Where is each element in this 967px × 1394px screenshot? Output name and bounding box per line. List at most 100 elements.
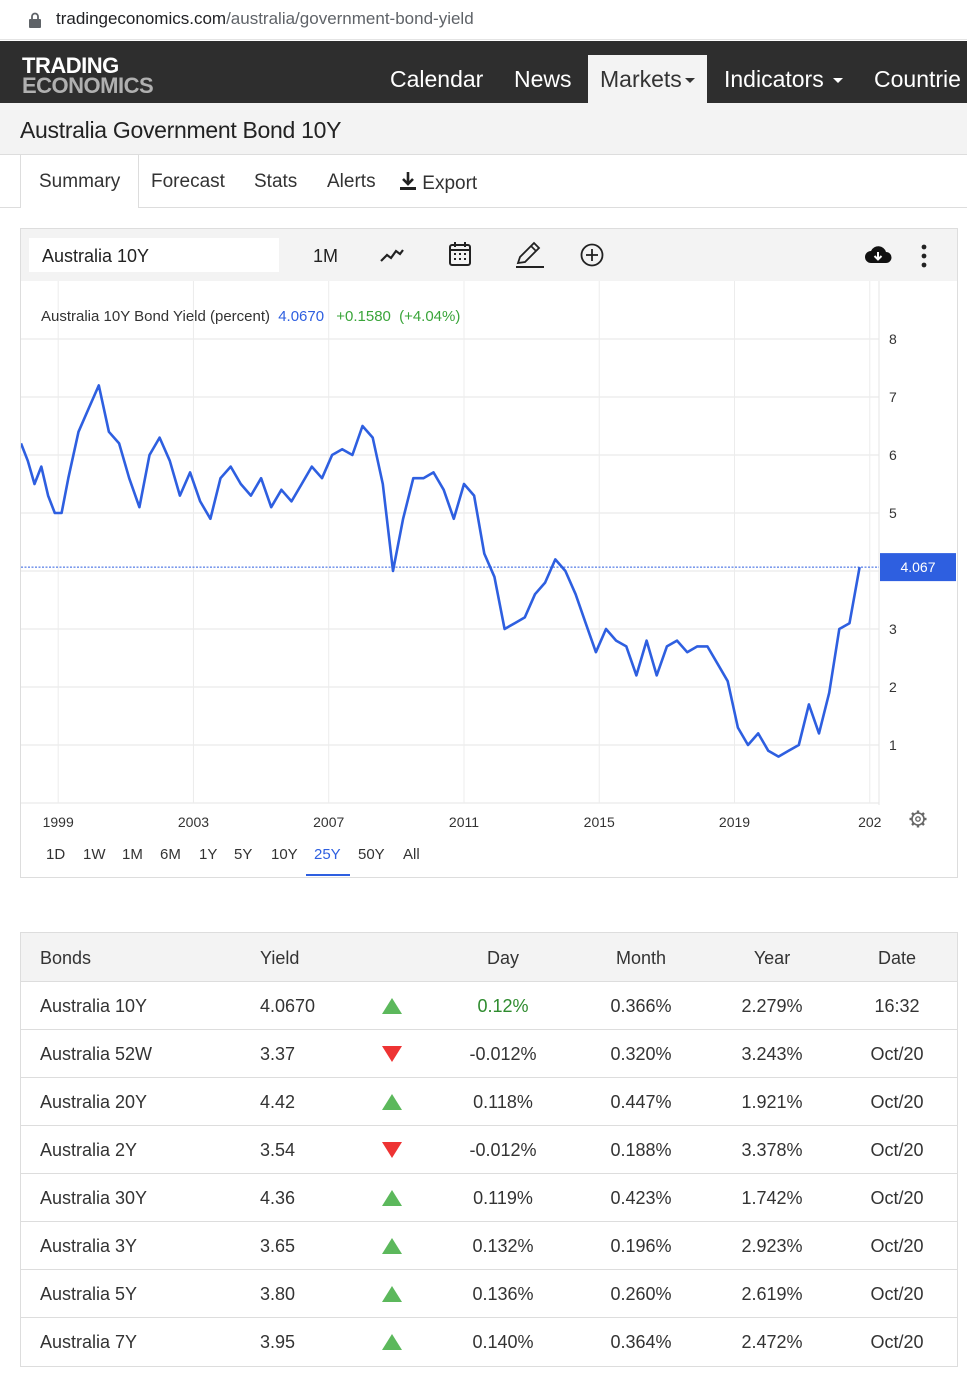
range-1m[interactable]: 1M [122,846,143,863]
y-tick-label: 1 [889,737,897,753]
bonds-table: Bonds Yield Day Month Year Date Australi… [20,932,958,1367]
header-yield[interactable]: Yield [260,948,300,968]
chevron-down-icon [684,78,695,84]
logo-line-1: TRADING [22,53,119,78]
bond-name[interactable]: Australia 20Y [40,1092,148,1112]
bond-month-change: 0.260% [610,1284,672,1304]
bond-yield: 3.54 [260,1140,296,1160]
tab-alerts[interactable]: Alerts [327,171,376,192]
range-5y[interactable]: 5Y [234,846,253,863]
range-selector: 1D 1W 1M 6M 1Y 5Y 10Y 25Y 50Y All [21,843,957,876]
url-host: tradingeconomics.com [56,9,227,28]
chart-legend: Australia 10Y Bond Yield (percent) 4.067… [41,308,460,325]
site-logo[interactable]: TRADING ECONOMICS [22,53,154,97]
x-tick-label: 2003 [178,814,209,830]
chart-type-line-icon[interactable] [379,246,405,264]
table-header: Bonds Yield Day Month Year Date [21,933,957,982]
nav-countries[interactable]: Countrie [874,66,961,92]
chart-panel: Australia 10Y 1M [20,228,958,878]
y-tick-label: 6 [889,447,897,463]
calendar-icon[interactable] [448,241,472,267]
bond-month-change: 0.423% [610,1188,672,1208]
range-1d[interactable]: 1D [46,846,66,863]
table-body: Australia 10Y 4.0670 0.12% 0.366% 2.279% 16:3… [21,982,957,1366]
direction-indicator [382,1046,402,1062]
active-range-underline [306,874,350,876]
bond-year-change: 3.378% [741,1140,803,1160]
pencil-icon[interactable] [514,241,546,269]
bond-date: Oct/20 [870,1332,924,1352]
bond-yield: 4.42 [260,1092,296,1112]
tab-forecast[interactable]: Forecast [151,171,225,192]
header-day[interactable]: Day [486,948,519,968]
range-1w[interactable]: 1W [83,846,106,863]
header-month[interactable]: Month [615,948,667,968]
nav-calendar[interactable]: Calendar [390,66,484,92]
settings-gear-icon[interactable] [909,810,927,828]
bond-name[interactable]: Australia 30Y [40,1188,148,1208]
tab-stats[interactable]: Stats [254,171,298,192]
range-50y[interactable]: 50Y [358,846,385,863]
cloud-download-icon[interactable] [864,244,892,266]
bond-month-change: 0.366% [610,996,672,1016]
table-row[interactable]: Australia 2Y 3.54 -0.012% 0.188% 3.378% Oct/2… [21,1126,957,1174]
page-title: Australia Government Bond 10Y [20,117,342,143]
y-axis: 12345678 [889,331,897,753]
range-6m[interactable]: 6M [160,846,181,863]
bond-yield: 3.80 [260,1284,296,1304]
header-bonds[interactable]: Bonds [40,948,92,968]
page-title-bar: Australia Government Bond 10Y [0,103,967,155]
add-indicator-icon[interactable] [580,243,604,267]
bond-day-change: 0.140% [472,1332,534,1352]
more-options-icon[interactable] [919,243,929,269]
table-row[interactable]: Australia 52W 3.37 -0.012% 0.320% 3.243% Oct/… [21,1030,957,1078]
tab-export-label: Export [422,173,478,194]
header-date[interactable]: Date [877,948,917,968]
bond-year-change: 2.279% [741,996,803,1016]
bond-day-change: -0.012% [469,1140,537,1160]
bond-day-change: 0.136% [472,1284,534,1304]
y-tick-label: 5 [889,505,897,521]
bond-name[interactable]: Australia 5Y [40,1284,138,1304]
symbol-input[interactable]: Australia 10Y [29,238,279,272]
table-row[interactable]: Australia 5Y 3.80 0.136% 0.260% 2.619% Oct/20 [21,1270,957,1318]
range-10y[interactable]: 10Y [271,846,298,863]
top-navigation: TRADING ECONOMICS Calendar News Markets … [0,41,967,103]
legend-value: 4.0670 [278,308,324,325]
direction-indicator [382,1238,402,1254]
table-row[interactable]: Australia 7Y 3.95 0.140% 0.364% 2.472% Oct/20 [21,1318,957,1366]
bond-date: Oct/20 [870,1284,924,1304]
table-row[interactable]: Australia 20Y 4.42 0.118% 0.447% 1.921% Oct/2… [21,1078,957,1126]
table-row[interactable]: Australia 30Y 4.36 0.119% 0.423% 1.742% Oct/2… [21,1174,957,1222]
x-axis: 1999 2003 2007 2011 2015 2019 202 [43,814,882,830]
bond-date: Oct/20 [870,1092,924,1112]
tab-summary[interactable]: Summary [20,155,140,208]
interval-selector[interactable]: 1M [313,246,339,266]
nav-news[interactable]: News [514,66,572,92]
range-1y[interactable]: 1Y [199,846,218,863]
bond-name[interactable]: Australia 10Y [40,996,148,1016]
browser-address-bar[interactable]: tradingeconomics.com/australia/governmen… [0,0,967,40]
header-year[interactable]: Year [753,948,791,968]
table-row[interactable]: Australia 10Y 4.0670 0.12% 0.366% 2.279% 16:3… [21,982,957,1030]
bond-name[interactable]: Australia 2Y [40,1140,138,1160]
bond-name[interactable]: Australia 7Y [40,1332,138,1352]
legend-label: Australia 10Y Bond Yield (percent) [41,308,270,325]
bond-name[interactable]: Australia 52W [40,1044,153,1064]
bond-name[interactable]: Australia 3Y [40,1236,138,1256]
table-row[interactable]: Australia 3Y 3.65 0.132% 0.196% 2.923% Oct/20 [21,1222,957,1270]
nav-markets[interactable]: Markets [588,55,707,103]
download-icon [400,172,416,190]
url-text[interactable]: tradingeconomics.com/australia/governmen… [56,9,474,29]
series-line-australia-10y [21,384,861,758]
arrow-up-icon [382,1286,402,1302]
nav-indicators[interactable]: Indicators [724,55,844,103]
x-tick-label: 2011 [449,814,479,830]
arrow-up-icon [382,1334,402,1350]
range-all[interactable]: All [403,846,420,863]
bond-date: 16:32 [874,996,920,1016]
range-25y[interactable]: 25Y [314,846,341,863]
bond-year-change: 2.923% [741,1236,803,1256]
tab-export[interactable]: Export [399,171,477,195]
